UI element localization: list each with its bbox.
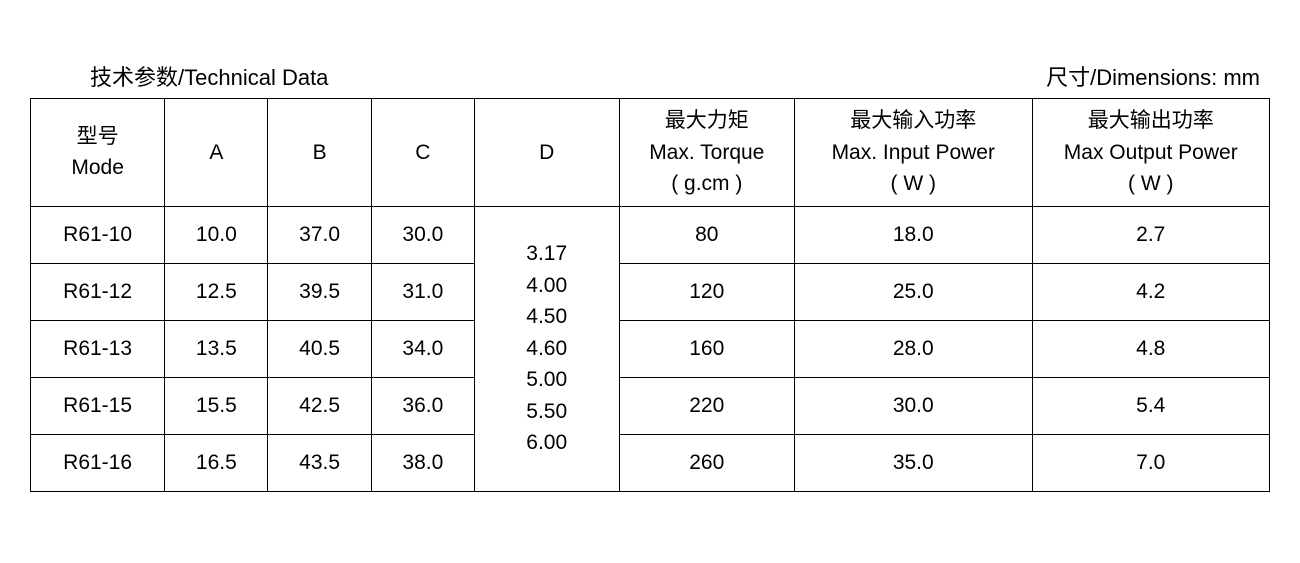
header-torque-unit: ( g.cm ) (624, 168, 791, 200)
caption-row: 技术参数/Technical Data 尺寸/Dimensions: mm (30, 60, 1270, 98)
d-value: 6.00 (479, 427, 615, 459)
cell-torque: 220 (619, 377, 795, 434)
header-in-en: Max. Input Power (799, 137, 1027, 169)
cell-input-power: 28.0 (795, 320, 1032, 377)
cell-b: 39.5 (268, 263, 371, 320)
cell-a: 15.5 (165, 377, 268, 434)
page: 技术参数/Technical Data 尺寸/Dimensions: mm 型号… (0, 0, 1300, 563)
header-out-cn: 最大输出功率 (1037, 105, 1266, 137)
cell-c: 31.0 (371, 263, 474, 320)
d-value: 5.50 (479, 396, 615, 428)
cell-b: 43.5 (268, 434, 371, 491)
cell-a: 13.5 (165, 320, 268, 377)
cell-c: 36.0 (371, 377, 474, 434)
cell-b: 42.5 (268, 377, 371, 434)
header-in-cn: 最大输入功率 (799, 105, 1027, 137)
cell-b: 37.0 (268, 206, 371, 263)
cell-torque: 260 (619, 434, 795, 491)
cell-mode: R61-12 (31, 263, 165, 320)
header-input-power: 最大输入功率 Max. Input Power ( W ) (795, 99, 1032, 207)
cell-c: 34.0 (371, 320, 474, 377)
caption-right: 尺寸/Dimensions: mm (1046, 60, 1260, 92)
cell-input-power: 25.0 (795, 263, 1032, 320)
cell-c: 38.0 (371, 434, 474, 491)
cell-mode: R61-15 (31, 377, 165, 434)
cell-a: 16.5 (165, 434, 268, 491)
header-output-power: 最大输出功率 Max Output Power ( W ) (1032, 99, 1270, 207)
technical-data-table: 型号 Mode A B C D 最大力矩 Max. Torque ( g.cm … (30, 98, 1270, 492)
cell-torque: 160 (619, 320, 795, 377)
header-a: A (165, 99, 268, 207)
cell-input-power: 30.0 (795, 377, 1032, 434)
cell-a: 10.0 (165, 206, 268, 263)
d-value: 3.17 (479, 238, 615, 270)
cell-torque: 80 (619, 206, 795, 263)
header-mode-en: Mode (35, 152, 160, 184)
cell-input-power: 18.0 (795, 206, 1032, 263)
table-row: R61-16 16.5 43.5 38.0 260 35.0 7.0 (31, 434, 1270, 491)
table-row: R61-15 15.5 42.5 36.0 220 30.0 5.4 (31, 377, 1270, 434)
cell-output-power: 7.0 (1032, 434, 1270, 491)
header-mode: 型号 Mode (31, 99, 165, 207)
header-in-unit: ( W ) (799, 168, 1027, 200)
table-header-row: 型号 Mode A B C D 最大力矩 Max. Torque ( g.cm … (31, 99, 1270, 207)
cell-a: 12.5 (165, 263, 268, 320)
cell-output-power: 5.4 (1032, 377, 1270, 434)
cell-input-power: 35.0 (795, 434, 1032, 491)
cell-output-power: 4.8 (1032, 320, 1270, 377)
cell-c: 30.0 (371, 206, 474, 263)
header-b: B (268, 99, 371, 207)
table-row: R61-12 12.5 39.5 31.0 120 25.0 4.2 (31, 263, 1270, 320)
d-value: 4.60 (479, 333, 615, 365)
header-torque: 最大力矩 Max. Torque ( g.cm ) (619, 99, 795, 207)
d-value: 4.00 (479, 270, 615, 302)
header-torque-en: Max. Torque (624, 137, 791, 169)
d-value: 5.00 (479, 364, 615, 396)
header-d: D (474, 99, 619, 207)
cell-mode: R61-13 (31, 320, 165, 377)
header-out-unit: ( W ) (1037, 168, 1266, 200)
caption-left: 技术参数/Technical Data (90, 60, 328, 92)
cell-output-power: 2.7 (1032, 206, 1270, 263)
cell-torque: 120 (619, 263, 795, 320)
cell-mode: R61-16 (31, 434, 165, 491)
cell-output-power: 4.2 (1032, 263, 1270, 320)
header-mode-cn: 型号 (35, 121, 160, 153)
table-row: R61-10 10.0 37.0 30.0 3.17 4.00 4.50 4.6… (31, 206, 1270, 263)
header-c: C (371, 99, 474, 207)
cell-mode: R61-10 (31, 206, 165, 263)
header-torque-cn: 最大力矩 (624, 105, 791, 137)
cell-b: 40.5 (268, 320, 371, 377)
header-out-en: Max Output Power (1037, 137, 1266, 169)
d-value: 4.50 (479, 301, 615, 333)
table-row: R61-13 13.5 40.5 34.0 160 28.0 4.8 (31, 320, 1270, 377)
cell-d-merged: 3.17 4.00 4.50 4.60 5.00 5.50 6.00 (474, 206, 619, 491)
table-body: R61-10 10.0 37.0 30.0 3.17 4.00 4.50 4.6… (31, 206, 1270, 491)
